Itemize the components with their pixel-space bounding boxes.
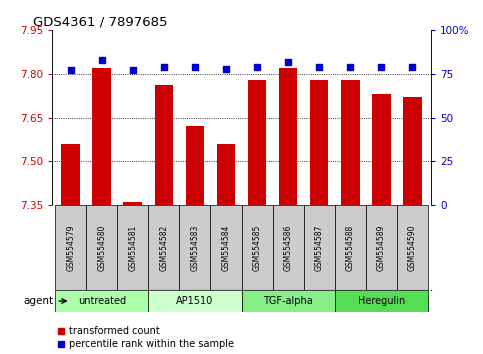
Bar	[55, 290, 148, 312]
Bar	[61, 144, 80, 205]
Text: GSM554582: GSM554582	[159, 224, 169, 270]
Text: GSM554585: GSM554585	[253, 224, 261, 271]
Point	[346, 64, 354, 70]
Point	[98, 57, 106, 63]
Text: agent: agent	[24, 296, 66, 306]
Text: GSM554583: GSM554583	[190, 224, 199, 271]
Text: GSM554581: GSM554581	[128, 224, 137, 270]
Bar	[92, 68, 111, 205]
Text: GSM554586: GSM554586	[284, 224, 293, 271]
Point	[253, 64, 261, 70]
Text: GSM554584: GSM554584	[222, 224, 230, 271]
Bar	[372, 94, 391, 205]
Point	[222, 66, 230, 72]
Bar	[242, 290, 335, 312]
Point	[284, 59, 292, 64]
Bar	[217, 144, 235, 205]
Text: GSM554580: GSM554580	[97, 224, 106, 271]
Bar	[366, 205, 397, 290]
Bar	[279, 68, 298, 205]
Bar	[117, 205, 148, 290]
Text: AP1510: AP1510	[176, 296, 213, 306]
Bar	[310, 80, 328, 205]
Text: GSM554587: GSM554587	[314, 224, 324, 271]
Text: GSM554588: GSM554588	[346, 224, 355, 270]
Point	[409, 64, 416, 70]
Point	[315, 64, 323, 70]
Bar	[155, 85, 173, 205]
Bar	[403, 97, 422, 205]
Bar	[335, 205, 366, 290]
Bar	[148, 290, 242, 312]
Text: GSM554590: GSM554590	[408, 224, 417, 271]
Bar	[124, 202, 142, 205]
Point	[67, 67, 74, 73]
Bar	[341, 80, 359, 205]
Text: GDS4361 / 7897685: GDS4361 / 7897685	[33, 16, 168, 29]
Bar	[272, 205, 304, 290]
Point	[160, 64, 168, 70]
Point	[377, 64, 385, 70]
Bar	[148, 205, 179, 290]
Bar	[248, 80, 266, 205]
Text: GSM554589: GSM554589	[377, 224, 386, 271]
Bar	[55, 205, 86, 290]
Bar	[397, 205, 428, 290]
Text: Heregulin: Heregulin	[358, 296, 405, 306]
Bar	[86, 205, 117, 290]
Text: untreated: untreated	[78, 296, 126, 306]
Bar	[242, 205, 272, 290]
Bar	[185, 126, 204, 205]
Point	[191, 64, 199, 70]
Text: GSM554579: GSM554579	[66, 224, 75, 271]
Point	[129, 67, 137, 73]
Bar	[179, 205, 211, 290]
Legend: transformed count, percentile rank within the sample: transformed count, percentile rank withi…	[57, 326, 233, 349]
Bar	[335, 290, 428, 312]
Text: TGF-alpha: TGF-alpha	[263, 296, 313, 306]
Bar	[304, 205, 335, 290]
Bar	[211, 205, 242, 290]
